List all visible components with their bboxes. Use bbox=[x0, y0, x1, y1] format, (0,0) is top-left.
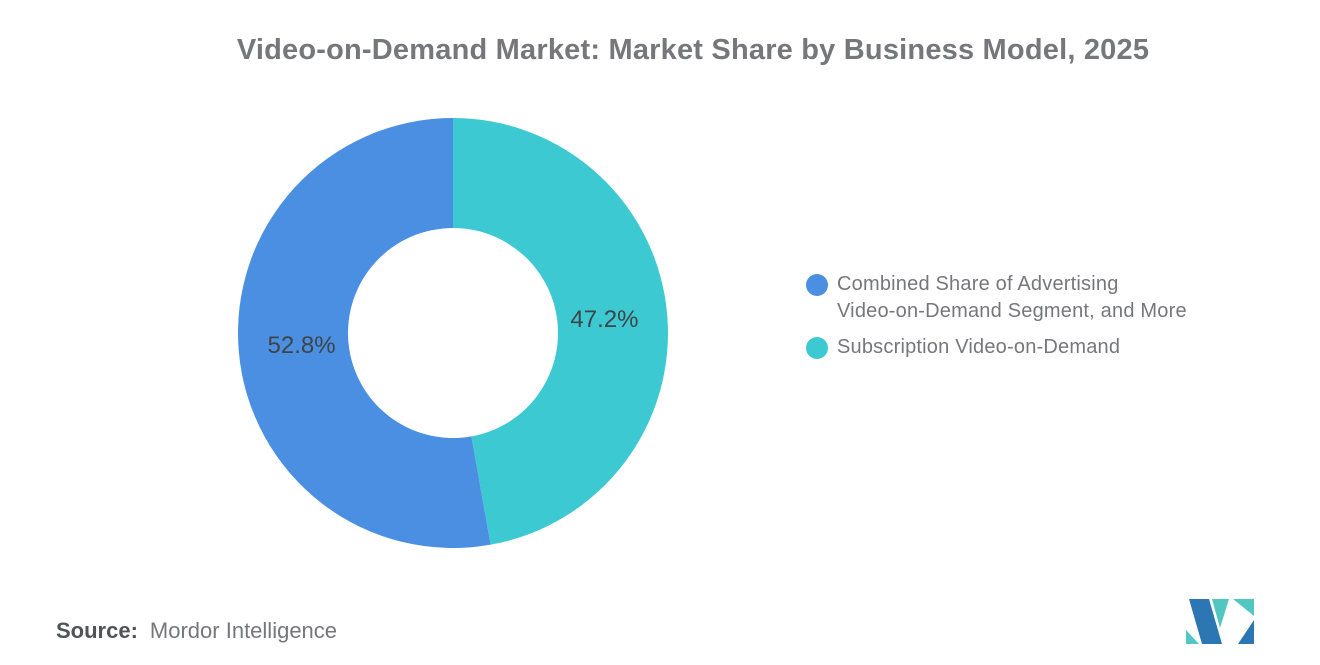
source-value: Mordor Intelligence bbox=[149, 618, 338, 643]
slice-value-label: 52.8% bbox=[267, 332, 336, 360]
mordor-intelligence-logo bbox=[1186, 599, 1258, 644]
legend-label-line: Subscription Video-on-Demand bbox=[837, 336, 1121, 358]
legend-marker-subscription-vod-icon bbox=[806, 337, 828, 359]
legend-label-line: Combined Share of Advertising bbox=[837, 273, 1119, 295]
legend-label-advertising-vod: Combined Share of Advertising Video-on-D… bbox=[837, 271, 1187, 325]
legend-item-advertising-vod: Combined Share of Advertising Video-on-D… bbox=[806, 271, 1276, 325]
donut-chart-area: 47.2% 52.8% bbox=[238, 118, 668, 548]
legend-item-subscription-vod: Subscription Video-on-Demand bbox=[806, 334, 1276, 361]
source-label: Source: bbox=[56, 618, 138, 643]
source-attribution: Source: Mordor Intelligence bbox=[56, 618, 337, 644]
legend-label-subscription-vod: Subscription Video-on-Demand bbox=[837, 334, 1120, 361]
chart-title: Video-on-Demand Market: Market Share by … bbox=[236, 34, 1150, 66]
donut-slice-subscription-video-on bbox=[453, 118, 668, 545]
slice-value-label: 47.2% bbox=[570, 305, 639, 333]
legend-label-line: Video-on-Demand Segment, and More bbox=[837, 300, 1187, 322]
donut-slice-combined-share-of bbox=[238, 118, 491, 548]
chart-legend: Combined Share of Advertising Video-on-D… bbox=[806, 271, 1276, 361]
donut-chart bbox=[238, 118, 668, 548]
mordor-logo-m-icon bbox=[1186, 599, 1254, 644]
legend-marker-advertising-vod-icon bbox=[806, 274, 828, 296]
